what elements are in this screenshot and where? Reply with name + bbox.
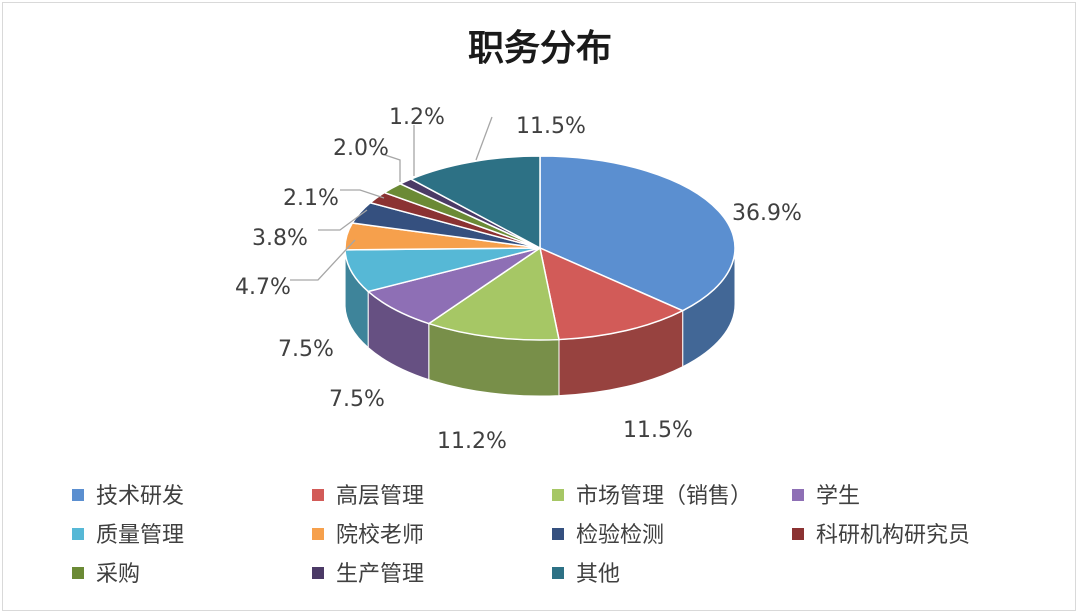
legend-label-7: 科研机构研究员: [816, 523, 970, 548]
legend-label-6: 检验检测: [576, 523, 664, 548]
legend-label-10: 其他: [576, 562, 620, 587]
data-label-4: 7.5%: [329, 387, 385, 412]
chart-title: 职务分布: [468, 27, 612, 69]
legend-label-0: 技术研发: [96, 484, 184, 509]
pie-slice-10: [409, 155, 541, 250]
legend-swatch-1: [312, 489, 324, 501]
legend-swatch-0: [72, 489, 84, 501]
legend-swatch-3: [792, 489, 804, 501]
legend-label-3: 学生: [816, 484, 860, 509]
data-label-3: 7.5%: [278, 337, 334, 362]
leader-line-10: [475, 116, 493, 161]
leader-line-5: [290, 239, 356, 281]
leader-line-6: [318, 209, 368, 231]
data-label-10: 11.5%: [516, 114, 586, 139]
legend-swatch-9: [312, 567, 324, 579]
pie-slice-1: [538, 246, 685, 341]
pie-slice-0: [539, 155, 736, 312]
legend-swatch-5: [312, 528, 324, 540]
data-label-1: 11.5%: [623, 418, 693, 443]
legend-label-2: 市场管理（销售）: [576, 484, 752, 509]
legend-swatch-6: [552, 528, 564, 540]
legend-swatch-7: [792, 528, 804, 540]
leader-line-8: [381, 153, 401, 182]
leader-lines: [290, 116, 493, 281]
legend-label-5: 院校老师: [336, 523, 424, 548]
pie-sides: [344, 247, 736, 397]
legend-label-4: 质量管理: [96, 523, 184, 548]
data-label-8: 2.0%: [333, 136, 389, 161]
data-label-7: 2.1%: [283, 186, 339, 211]
legend-swatch-8: [72, 567, 84, 579]
legend-swatch-10: [552, 567, 564, 579]
leader-line-7: [340, 189, 385, 199]
legend-label-9: 生产管理: [336, 562, 424, 587]
data-label-6: 3.8%: [252, 226, 308, 251]
data-labels: 36.9%11.5%11.2%7.5%7.5%4.7%3.8%2.1%2.0%1…: [235, 105, 802, 454]
pie-slice-2: [427, 246, 560, 341]
data-label-0: 36.9%: [732, 201, 802, 226]
data-label-5: 4.7%: [235, 275, 291, 300]
pie-tops: [344, 155, 736, 341]
legend-swatch-2: [552, 489, 564, 501]
legend-label-1: 高层管理: [336, 484, 424, 509]
data-label-9: 1.2%: [389, 105, 445, 130]
legend-swatch-4: [72, 528, 84, 540]
data-label-2: 11.2%: [437, 429, 507, 454]
legend-label-8: 采购: [96, 562, 140, 587]
